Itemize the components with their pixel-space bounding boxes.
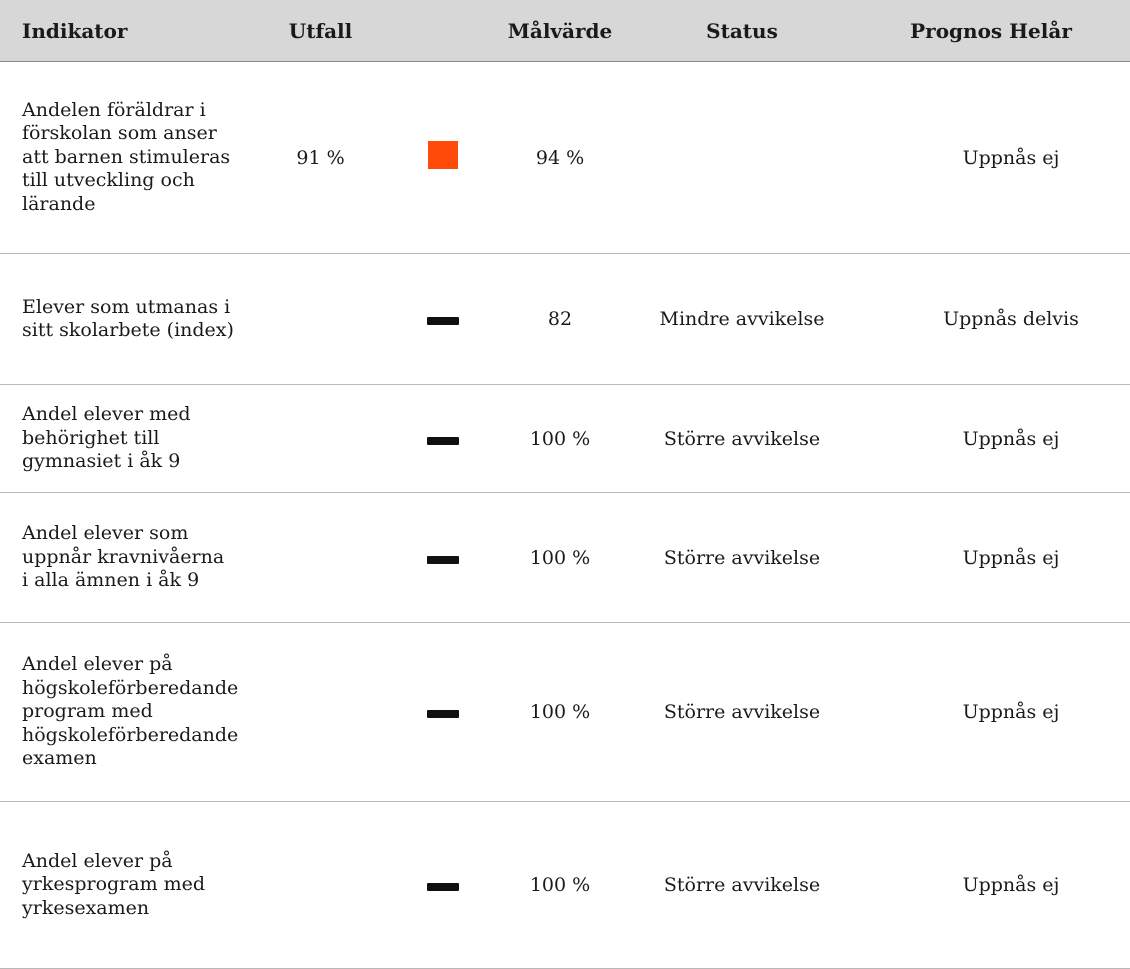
table-row: Andel elever som uppnår kravnivåerna i a…: [0, 492, 1130, 623]
header-indikator: Indikator: [0, 0, 244, 62]
status-cell: Större avvikelse: [632, 801, 852, 969]
utfall-cell: [244, 253, 397, 385]
indikator-cell: Andel elever på yrkesprogram med yrkesex…: [0, 801, 244, 969]
malvarde-cell: 100 %: [488, 622, 632, 802]
prognos-cell: Uppnås ej: [852, 384, 1130, 493]
utfall-cell: [244, 384, 397, 493]
utfall-cell: [244, 622, 397, 802]
utfall-cell: 91 %: [244, 61, 397, 254]
dash-icon: [426, 883, 459, 891]
symbol-cell: [397, 801, 488, 969]
status-cell: [632, 61, 852, 254]
malvarde-cell: 100 %: [488, 801, 632, 969]
dash-icon: [426, 436, 459, 445]
dash-icon: [426, 317, 459, 325]
header-utfall: Utfall: [244, 0, 397, 62]
table-row: Andelen föräldrar i förskolan som anser …: [0, 61, 1130, 254]
symbol-cell: [397, 384, 488, 493]
indikator-cell: Andel elever med behörighet till gymnasi…: [0, 384, 244, 493]
status-cell: Mindre avvikelse: [632, 253, 852, 385]
dash-icon: [426, 710, 459, 718]
malvarde-cell: 94 %: [488, 61, 632, 254]
prognos-cell: Uppnås ej: [852, 61, 1130, 254]
header-status: Status: [632, 0, 852, 62]
symbol-cell: [397, 61, 488, 254]
dash-icon: [426, 555, 459, 564]
malvarde-cell: 100 %: [488, 492, 632, 623]
status-cell: Större avvikelse: [632, 384, 852, 493]
indikator-cell: Elever som utmanas i sitt skolarbete (in…: [0, 253, 244, 385]
table-row: Andel elever med behörighet till gymnasi…: [0, 384, 1130, 493]
symbol-cell: [397, 492, 488, 623]
header-prognos: Prognos Helår: [852, 0, 1130, 62]
orange-square-icon: [427, 141, 458, 169]
table-row: Andel elever på yrkesprogram med yrkesex…: [0, 801, 1130, 969]
table-header-row: Indikator Utfall Målvärde Status Prognos…: [0, 0, 1130, 62]
prognos-cell: Uppnås ej: [852, 801, 1130, 969]
prognos-cell: Uppnås delvis: [852, 253, 1130, 385]
prognos-cell: Uppnås ej: [852, 492, 1130, 623]
indikator-cell: Andel elever på högskoleförberedande pro…: [0, 622, 244, 802]
malvarde-cell: 82: [488, 253, 632, 385]
symbol-cell: [397, 253, 488, 385]
status-cell: Större avvikelse: [632, 622, 852, 802]
status-cell: Större avvikelse: [632, 492, 852, 623]
table-row: Elever som utmanas i sitt skolarbete (in…: [0, 253, 1130, 385]
symbol-cell: [397, 622, 488, 802]
indikator-cell: Andel elever som uppnår kravnivåerna i a…: [0, 492, 244, 623]
table-row: Andel elever på högskoleförberedande pro…: [0, 622, 1130, 802]
header-symbol: [397, 0, 488, 62]
utfall-cell: [244, 801, 397, 969]
malvarde-cell: 100 %: [488, 384, 632, 493]
prognos-cell: Uppnås ej: [852, 622, 1130, 802]
utfall-cell: [244, 492, 397, 623]
header-malvarde: Målvärde: [488, 0, 632, 62]
indikator-cell: Andelen föräldrar i förskolan som anser …: [0, 61, 244, 254]
